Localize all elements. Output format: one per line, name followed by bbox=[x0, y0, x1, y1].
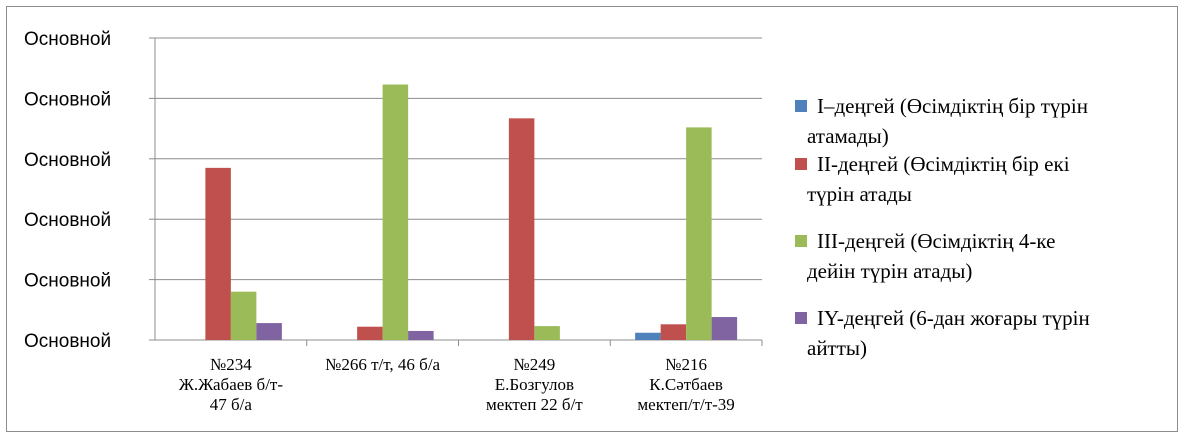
legend-label: II-деңгей (Өсімдіктің бір екі bbox=[817, 152, 1070, 176]
legend-label: айтты) bbox=[807, 336, 867, 360]
bar bbox=[660, 324, 687, 340]
bar bbox=[686, 127, 712, 340]
x-tick-label: мектеп 22 б/т bbox=[486, 395, 583, 414]
bar bbox=[508, 118, 535, 340]
bar bbox=[534, 326, 560, 340]
y-tick-label: Основной bbox=[24, 210, 111, 231]
y-tick-label: Основной bbox=[24, 150, 111, 171]
legend-label: атамады) bbox=[807, 124, 889, 148]
legend-label: I–деңгей (Өсімдіктің бір түрін bbox=[817, 94, 1088, 118]
legend-swatch bbox=[795, 312, 807, 324]
bar bbox=[711, 317, 738, 340]
x-tick-label: №216 bbox=[665, 355, 707, 374]
y-tick-label: Основной bbox=[24, 29, 111, 50]
legend-swatch bbox=[795, 158, 807, 170]
bar bbox=[230, 291, 257, 340]
bar bbox=[408, 330, 434, 340]
legend-swatch bbox=[795, 100, 807, 112]
y-tick-label: Основной bbox=[24, 271, 111, 292]
bar bbox=[382, 84, 409, 341]
y-tick-label: Основной bbox=[24, 331, 111, 352]
x-tick-label: Ж.Жабаев б/т- bbox=[179, 375, 284, 394]
bar bbox=[256, 323, 282, 340]
x-tick-label: №234 bbox=[210, 355, 252, 374]
x-tick-label: мектеп/т/т-39 bbox=[637, 395, 734, 414]
bar bbox=[205, 167, 231, 340]
legend-label: IY-деңгей (6-дан жоғары түрін bbox=[817, 306, 1090, 330]
x-tick-label: №249 bbox=[514, 355, 556, 374]
bar bbox=[635, 332, 661, 340]
legend-swatch bbox=[795, 235, 807, 247]
x-tick-label: 47 б/а bbox=[210, 395, 253, 414]
x-tick-label: №266 т/т, 46 б/а bbox=[325, 355, 440, 374]
bar bbox=[357, 326, 383, 340]
legend-label: түрін атады bbox=[807, 182, 912, 206]
x-tick-label: Е.Бозгулов bbox=[495, 375, 574, 394]
x-tick-label: К.Сәтбаев bbox=[649, 375, 723, 394]
legend-label: дейін түрін атады) bbox=[807, 259, 972, 283]
y-tick-label: Основной bbox=[24, 89, 111, 110]
legend-label: III-деңгей (Өсімдіктің 4-ке bbox=[817, 229, 1055, 253]
